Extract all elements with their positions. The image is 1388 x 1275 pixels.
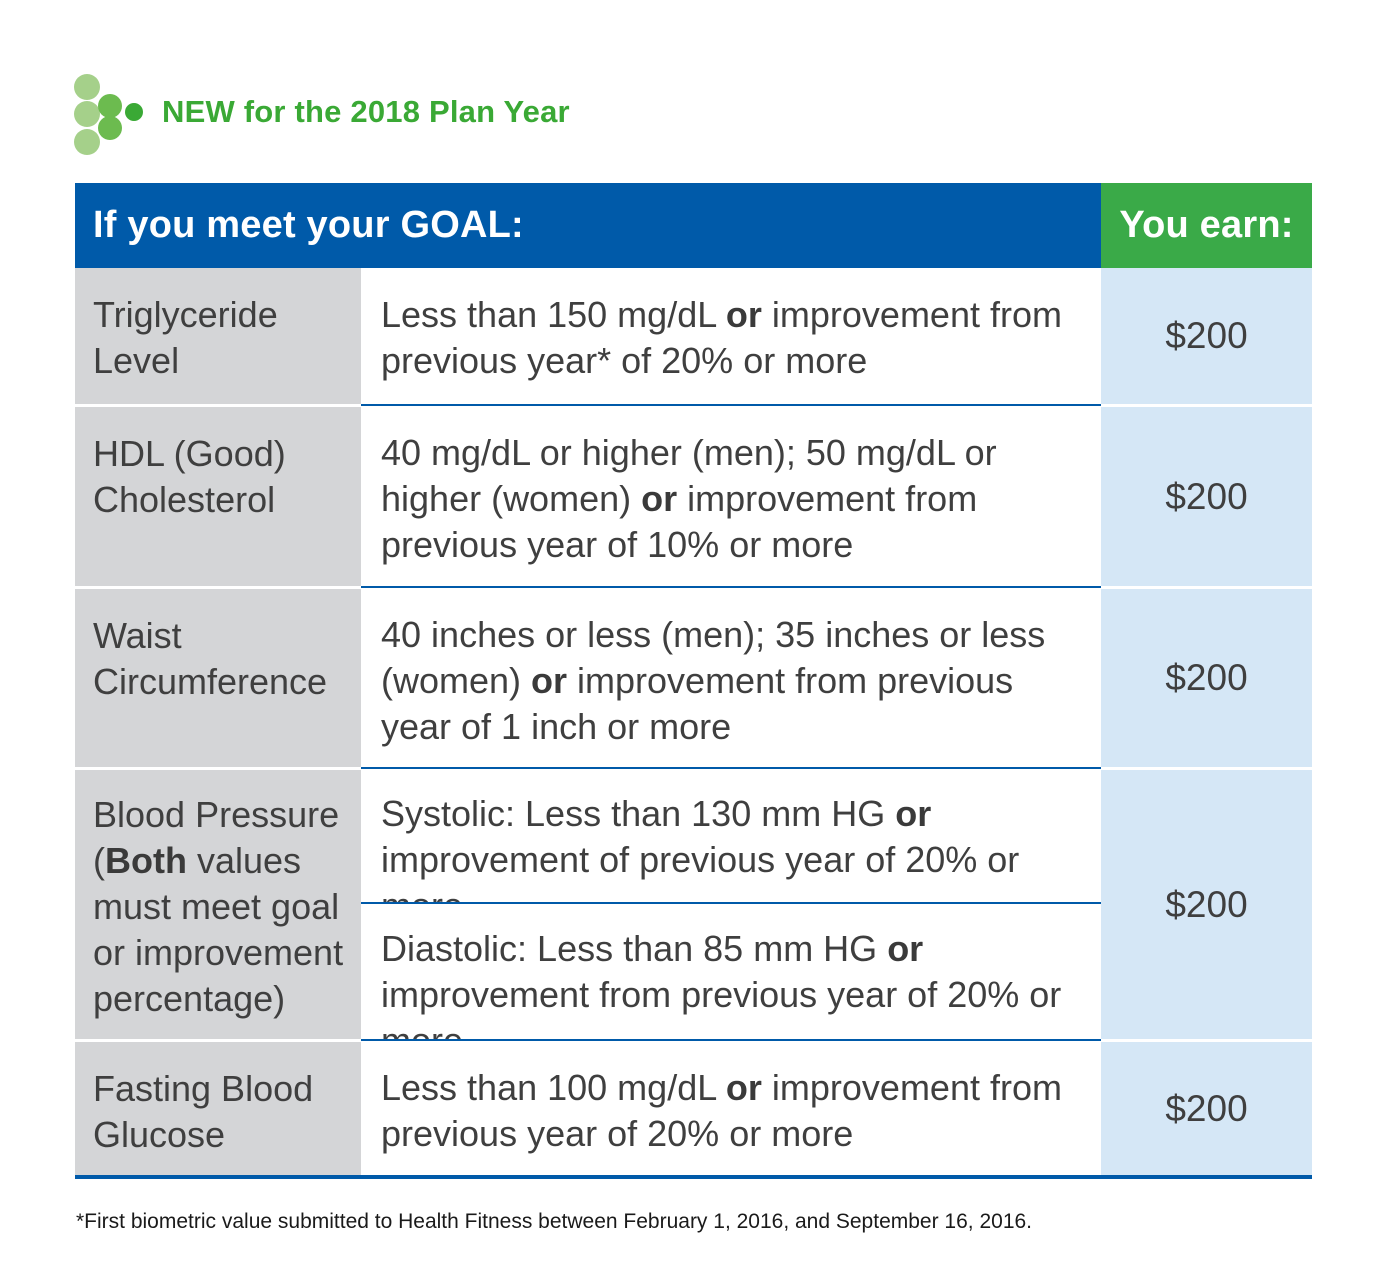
- row-earn-triglyceride: $200: [1101, 268, 1312, 404]
- row-goal-waist: 40 inches or less (men); 35 inches or le…: [361, 586, 1101, 767]
- earn-column-header: You earn:: [1101, 183, 1312, 268]
- goal-column-header: If you meet your GOAL:: [75, 183, 1101, 268]
- footnote: *First biometric value submitted to Heal…: [76, 1210, 1033, 1233]
- row-earn-waist: $200: [1101, 586, 1312, 767]
- row-label-waist: Waist Circumference: [75, 586, 361, 767]
- row-earn-blood-pressure: $200: [1101, 767, 1312, 1039]
- row-label-glucose: Fasting Blood Glucose: [75, 1039, 361, 1175]
- row-goal-systolic: Systolic: Less than 130 mm HG or improve…: [361, 767, 1101, 926]
- row-earn-glucose: $200: [1101, 1039, 1312, 1175]
- goals-table: If you meet your GOAL: You earn: Triglyc…: [75, 183, 1312, 1179]
- row-earn-hdl: $200: [1101, 404, 1312, 586]
- page-title: NEW for the 2018 Plan Year: [162, 94, 570, 129]
- green-dot-cluster-icon: [74, 74, 144, 156]
- row-goal-triglyceride: Less than 150 mg/dL or improvement from …: [361, 268, 1101, 404]
- row-goal-hdl: 40 mg/dL or higher (men); 50 mg/dL or hi…: [361, 404, 1101, 586]
- row-goal-diastolic: Diastolic: Less than 85 mm HG or improve…: [361, 902, 1101, 1061]
- row-label-blood-pressure: Blood Pressure (Both values must meet go…: [75, 767, 361, 1039]
- row-label-triglyceride: Triglyceride Level: [75, 268, 361, 404]
- row-label-hdl: HDL (Good) Cholesterol: [75, 404, 361, 586]
- row-goal-glucose: Less than 100 mg/dL or improvement from …: [361, 1039, 1101, 1175]
